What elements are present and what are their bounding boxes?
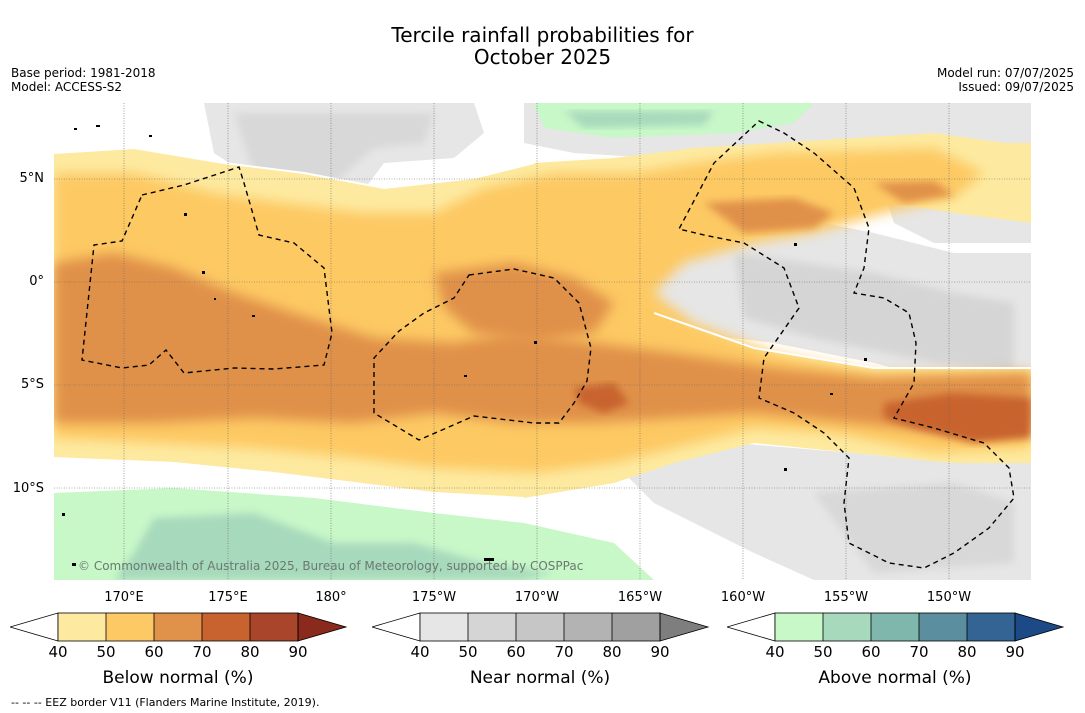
lon-label-175w: 175°W: [411, 590, 457, 605]
cbar2-tick: 60: [506, 643, 526, 661]
cbar1-tick: 90: [288, 643, 308, 661]
cbar2-tick: 70: [554, 643, 574, 661]
lat-label-5s: 5°S: [20, 377, 44, 392]
lon-label-165w: 165°W: [617, 590, 663, 605]
cbar2-tick: 50: [458, 643, 478, 661]
cbar2-tick: 80: [602, 643, 622, 661]
cbar2-tick: 40: [410, 643, 430, 661]
copyright-notice: © Commonwealth of Australia 2025, Bureau…: [78, 559, 584, 573]
colorbar-near-label: Near normal (%): [469, 668, 611, 688]
eez-footnote: -- -- -- EEZ border V11 (Flanders Marine…: [11, 696, 320, 709]
near-normal-south: [614, 443, 1031, 580]
lon-label-150w: 150°W: [926, 590, 972, 605]
cbar3-tick: 70: [909, 643, 929, 661]
lon-label-155w: 155°W: [823, 590, 869, 605]
cbar3-tick: 40: [765, 643, 785, 661]
cbar2-tick: 90: [650, 643, 670, 661]
lon-label-170w: 170°W: [514, 590, 560, 605]
lon-label-180: 180°: [315, 590, 347, 605]
islands: [62, 125, 867, 566]
issued-date: Issued: 09/07/2025: [958, 80, 1074, 94]
tercile-boundary-lines: [54, 146, 1031, 499]
lon-label-170e: 170°E: [104, 590, 144, 605]
colorbar-below-label: Below normal (%): [102, 668, 254, 688]
above-normal-regions: [54, 103, 814, 580]
probability-map: [54, 103, 1031, 580]
cbar3-tick: 80: [957, 643, 977, 661]
lon-label-175e: 175°E: [208, 590, 248, 605]
colorbar-near-normal: [372, 612, 710, 642]
cbar1-tick: 80: [240, 643, 260, 661]
lat-label-10s: 10°S: [12, 481, 44, 496]
map-title-line2: October 2025: [473, 45, 612, 69]
cbar3-tick: 50: [813, 643, 833, 661]
base-period: Base period: 1981-2018: [11, 66, 156, 80]
cbar1-tick: 50: [96, 643, 116, 661]
colorbar-above-label: Above normal (%): [818, 668, 972, 688]
map-title-line1: Tercile rainfall probabilities for: [391, 23, 694, 47]
model-run-date: Model run: 07/07/2025: [936, 66, 1074, 80]
cbar3-tick: 90: [1005, 643, 1025, 661]
lat-label-0: 0°: [29, 274, 44, 289]
below-normal-regions: [54, 133, 1031, 498]
cbar1-tick: 60: [144, 643, 164, 661]
eez-borders: [81, 120, 1015, 569]
lon-label-160w: 160°W: [720, 590, 766, 605]
model-name: Model: ACCESS-S2: [11, 80, 123, 94]
lat-label-5n: 5°N: [19, 171, 45, 186]
colorbar-above-normal: [727, 612, 1065, 642]
map-canvas: [54, 103, 1031, 580]
gridlines: [54, 103, 1031, 580]
cbar1-tick: 70: [192, 643, 212, 661]
colorbar-below-normal: [10, 612, 348, 642]
cbar1-tick: 40: [48, 643, 68, 661]
cbar3-tick: 60: [861, 643, 881, 661]
